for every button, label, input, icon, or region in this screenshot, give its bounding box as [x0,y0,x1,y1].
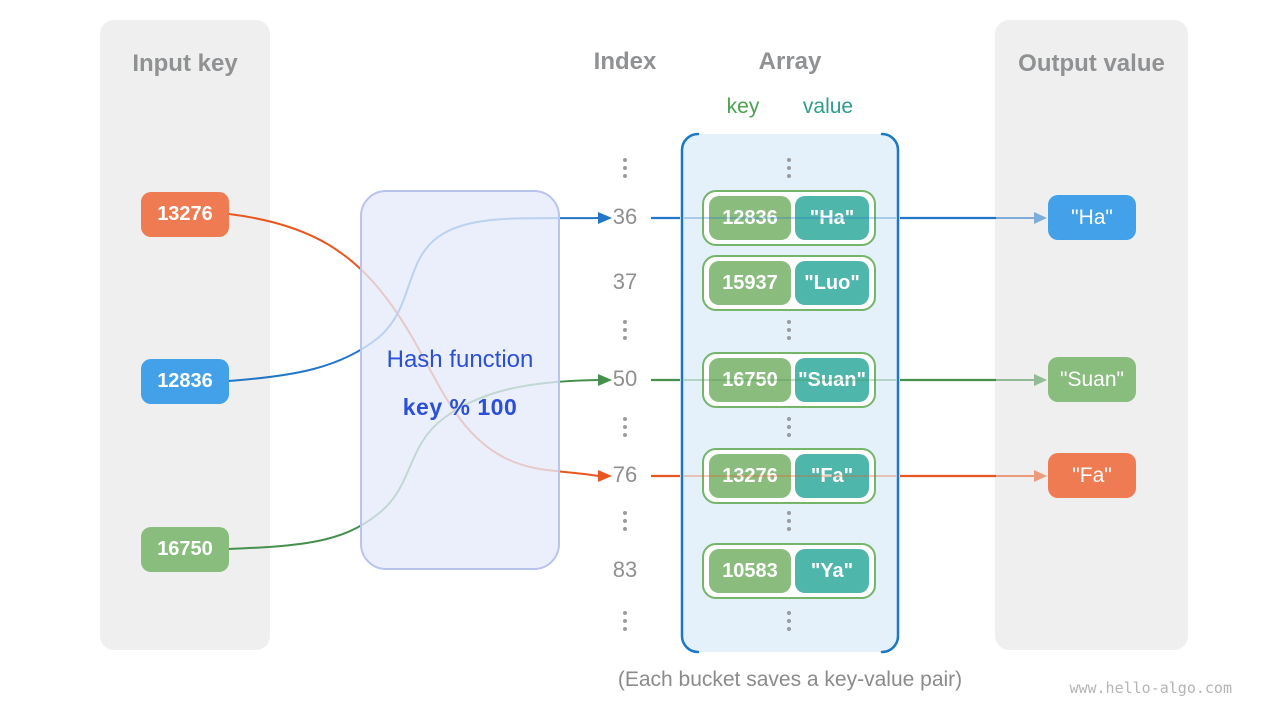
input-key-13276: 13276 [141,192,229,237]
index-83: 83 [612,557,638,582]
input-key-label: 13276 [157,203,213,225]
output-value-label: "Suan" [1060,367,1124,391]
value-column-label: value [802,95,854,118]
caption: (Each bucket saves a key-value pair) [617,668,963,691]
ellipsis-icon [622,511,628,531]
bucket-key-label: 16750 [722,368,778,391]
input-panel-title: Input key [132,50,238,77]
bucket-row: 12836 "Ha" [702,190,876,246]
input-key-12836: 12836 [141,359,229,404]
index-76: 76 [612,462,638,487]
output-value-ha: "Ha" [1048,195,1136,240]
output-value-fa: "Fa" [1048,453,1136,498]
bucket-key: 15937 [709,261,791,305]
ellipsis-icon [622,158,628,178]
ellipsis-icon [786,320,792,340]
ellipsis-icon [786,611,792,631]
index-50: 50 [612,366,638,391]
key-column-label: key [726,95,760,118]
ellipsis-icon [786,158,792,178]
index-header: Index [593,48,657,75]
output-value-panel: Output value [995,20,1188,650]
output-value-label: "Fa" [1072,463,1112,487]
input-key-16750: 16750 [141,527,229,572]
watermark: www.hello-algo.com [1069,679,1232,697]
bucket-key-label: 12836 [722,206,778,229]
ellipsis-icon [786,417,792,437]
bucket-key: 12836 [709,196,791,240]
bucket-row: 10583 "Ya" [702,543,876,599]
bucket-row: 16750 "Suan" [702,352,876,408]
ellipsis-icon [622,320,628,340]
bucket-key-label: 15937 [722,271,778,294]
hash-formula: key % 100 [402,394,518,420]
hash-function-label: Hash function [386,346,534,373]
input-key-label: 12836 [157,370,213,392]
bucket-value: "Fa" [795,454,869,498]
bucket-value: "Suan" [795,358,869,402]
bucket-key-label: 10583 [722,559,778,582]
bucket-key: 13276 [709,454,791,498]
bucket-value-label: "Ha" [809,206,855,229]
ellipsis-icon [622,417,628,437]
bucket-value-label: "Fa" [810,464,854,487]
bucket-value: "Luo" [795,261,869,305]
hash-function-box: Hash function key % 100 [360,190,560,570]
bucket-value: "Ha" [795,196,869,240]
output-panel-title: Output value [1018,50,1165,77]
output-value-suan: "Suan" [1048,357,1136,402]
ellipsis-icon [786,511,792,531]
bucket-value-label: "Ya" [810,559,854,582]
bucket-key: 10583 [709,549,791,593]
bucket-key: 16750 [709,358,791,402]
bucket-value-label: "Suan" [798,368,866,391]
output-value-label: "Ha" [1071,205,1113,229]
bucket-value: "Ya" [795,549,869,593]
bucket-key-label: 13276 [722,464,778,487]
index-36: 36 [612,204,638,229]
ellipsis-icon [622,611,628,631]
input-key-label: 16750 [157,538,213,560]
bucket-row: 13276 "Fa" [702,448,876,504]
bucket-value-label: "Luo" [804,271,860,294]
array-header: Array [758,48,822,75]
index-37: 37 [612,269,638,294]
bucket-row: 15937 "Luo" [702,255,876,311]
